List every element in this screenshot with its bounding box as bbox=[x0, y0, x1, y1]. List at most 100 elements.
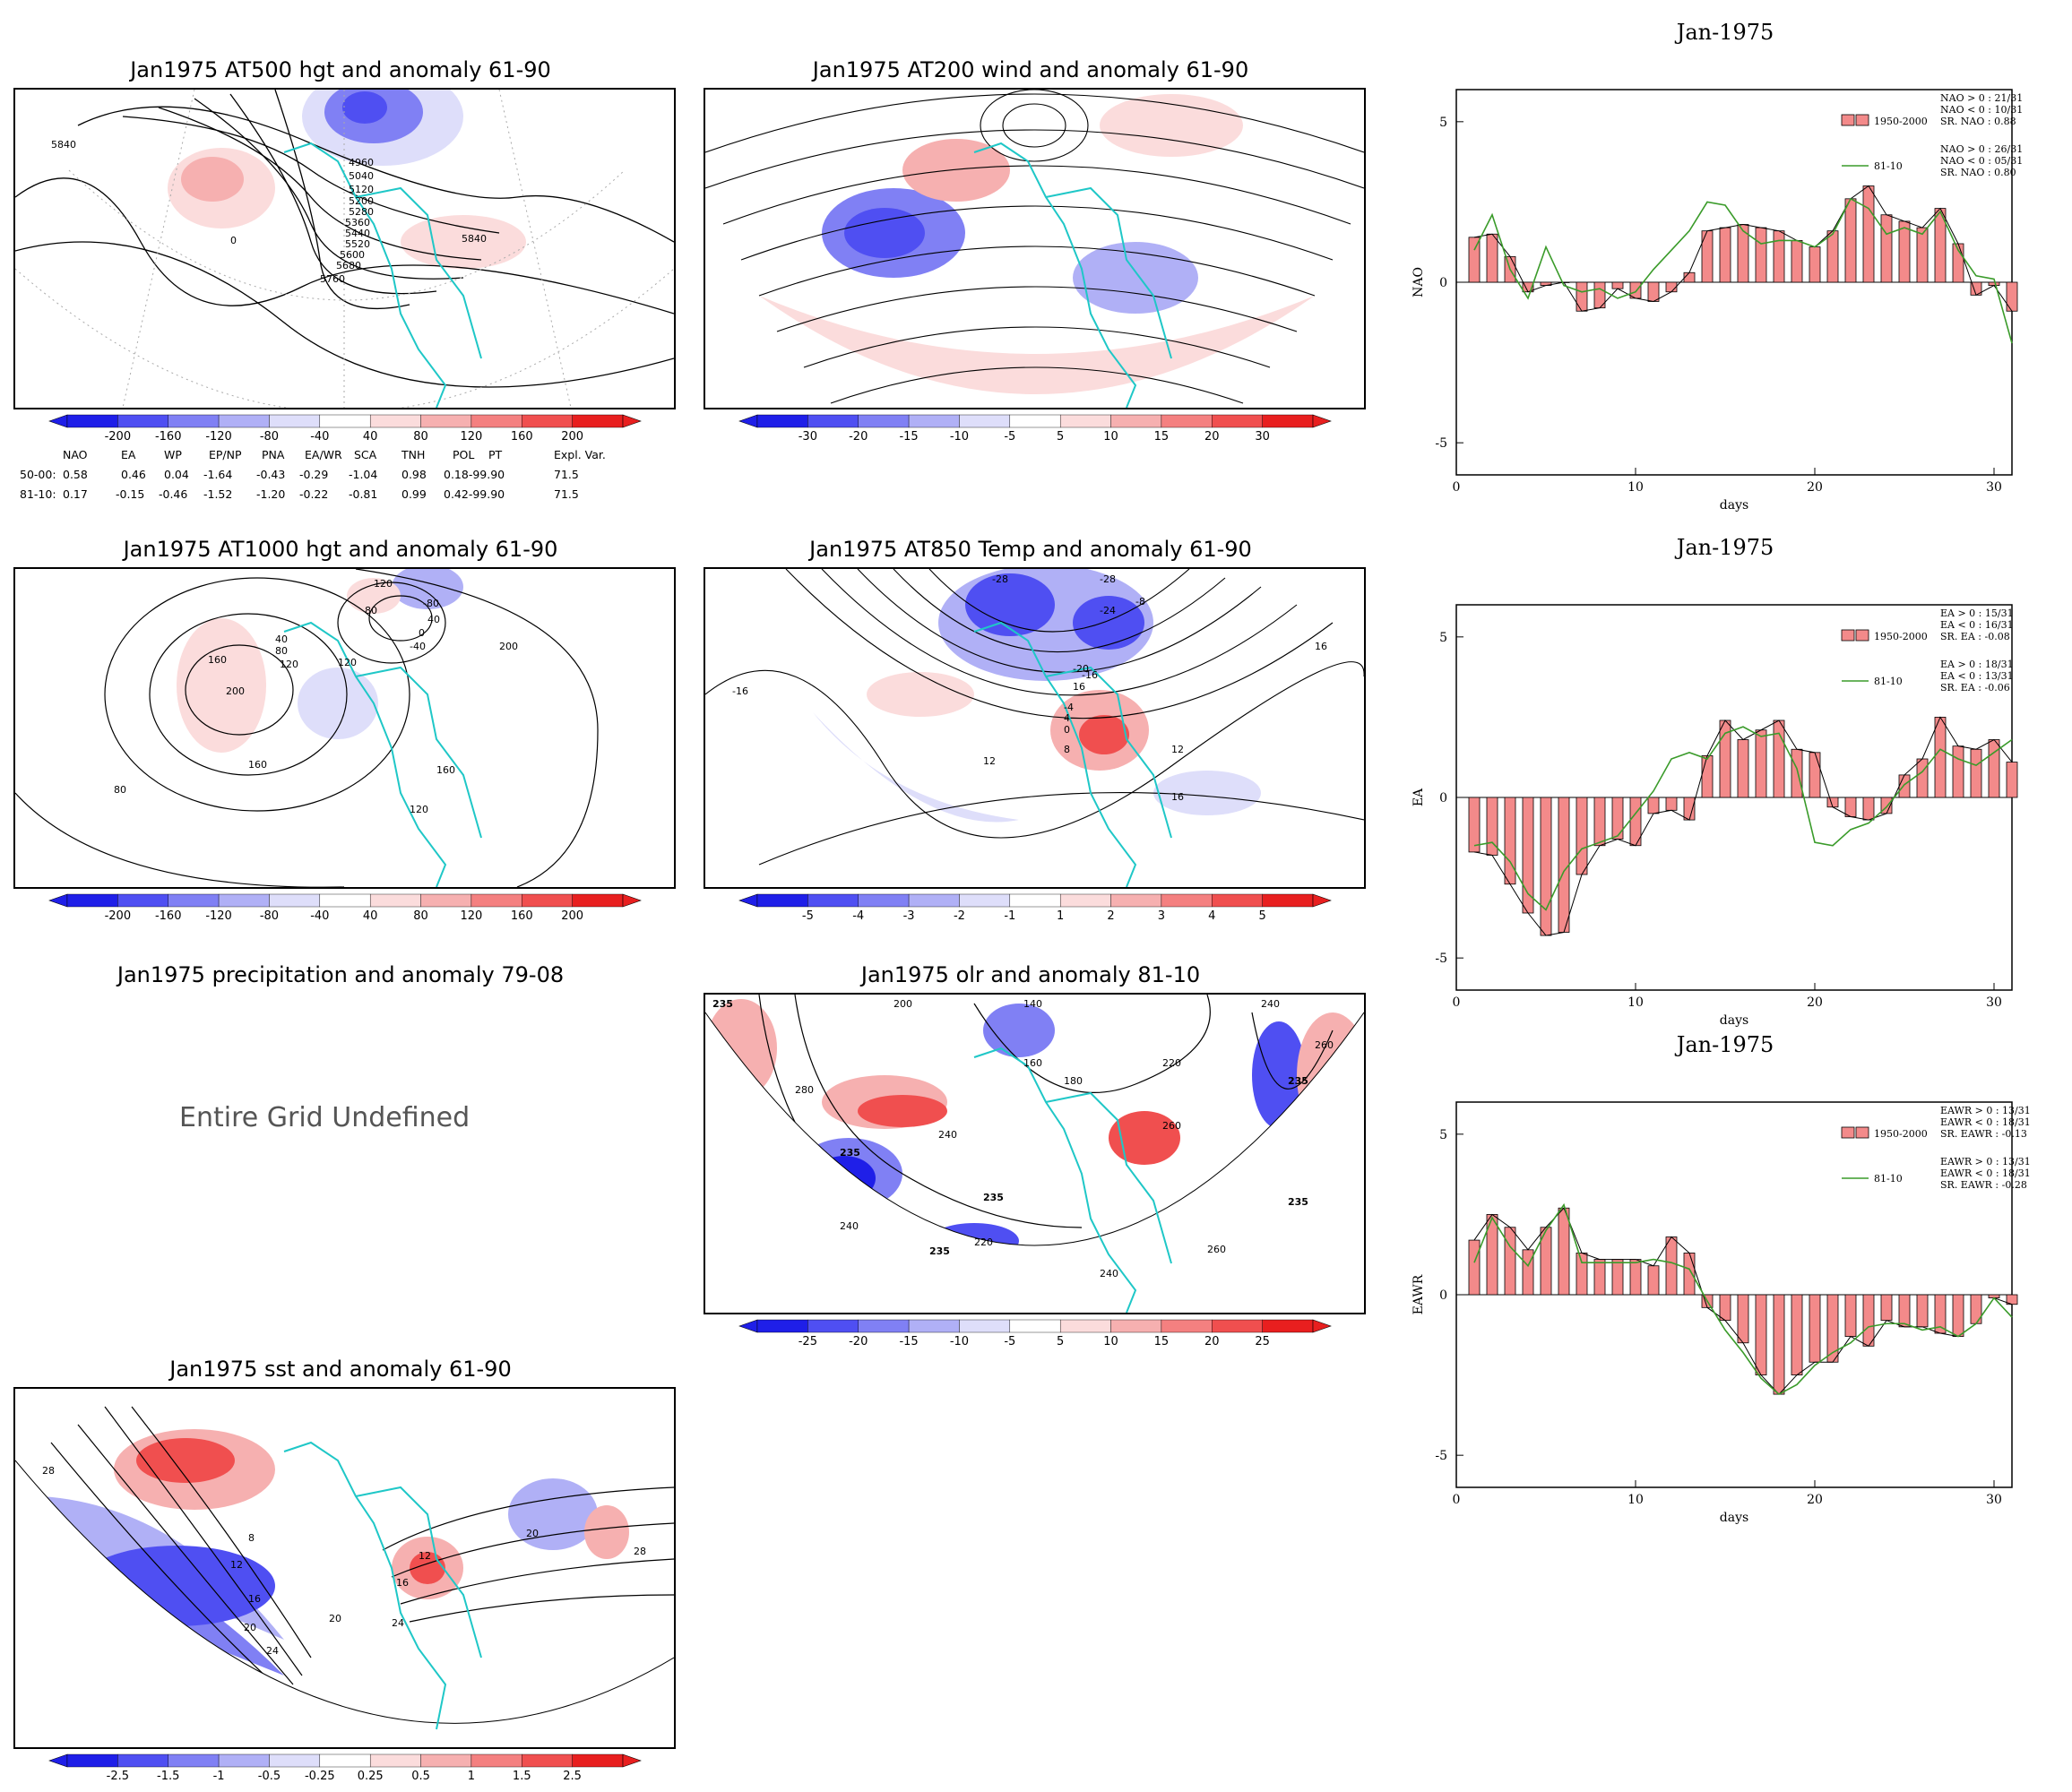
ts-title: Jan-1975 bbox=[1676, 535, 1774, 560]
bar bbox=[1809, 752, 1821, 798]
contour-label: 220 bbox=[1162, 1057, 1181, 1069]
x-tick-label: 0 bbox=[1453, 1493, 1461, 1507]
colorbar-label: 120 bbox=[460, 430, 482, 444]
colorbar-label: 5 bbox=[1258, 909, 1265, 923]
legend-stat: NAO < 0 : 10/31 bbox=[1940, 104, 2023, 116]
ts-title: Jan-1975 bbox=[1676, 1032, 1774, 1057]
series-line-81-10 bbox=[1473, 1202, 2013, 1396]
x-tick-label: 0 bbox=[1453, 995, 1461, 1010]
contour-label: 200 bbox=[226, 685, 245, 697]
colorbar-label: -200 bbox=[105, 909, 132, 923]
y-tick-label: 5 bbox=[1439, 631, 1447, 645]
colorbar-arrow bbox=[738, 414, 758, 428]
map-plot: 28 8 12 16 20 24 12 16 20 24 28 20 bbox=[13, 1387, 676, 1749]
contour-label: 5120 bbox=[349, 184, 374, 195]
colorbar-swatch bbox=[319, 414, 371, 428]
colorbar-label: -15 bbox=[899, 1335, 918, 1348]
bar bbox=[1844, 198, 1857, 283]
colorbar-label: 80 bbox=[413, 909, 428, 923]
colorbar-arrow bbox=[48, 893, 68, 908]
contour-label: 8 bbox=[248, 1532, 255, 1544]
bar bbox=[1558, 1207, 1570, 1296]
y-tick-label: -5 bbox=[1435, 1449, 1447, 1463]
contour-label: -28 bbox=[1100, 573, 1116, 585]
index-table-cell: 0.04 bbox=[164, 468, 189, 481]
ts-panel-eawr: Jan-1975 5 0 -5 0 10 20 30 EAWR days 1950-2000 81-… bbox=[1398, 1030, 2052, 1525]
contour-label: 160 bbox=[208, 654, 227, 666]
legend-swatch-bar bbox=[1841, 114, 1855, 126]
colorbar-swatch bbox=[1212, 1319, 1263, 1333]
contour-label: 5280 bbox=[349, 206, 374, 218]
ts-panel-ea: Jan-1975 5 0 -5 0 10 20 30 EA days 1950-2000 81-10… bbox=[1398, 533, 2052, 1028]
y-tick-label: 0 bbox=[1439, 276, 1447, 290]
contour-label: 120 bbox=[338, 657, 357, 668]
bar bbox=[1540, 797, 1552, 936]
colorbar-label: -2 bbox=[954, 909, 965, 923]
colorbar-swatch bbox=[471, 1753, 522, 1768]
colorbar-swatch bbox=[1110, 414, 1162, 428]
index-table-cell: -1.20 bbox=[256, 487, 286, 501]
contour-label: 260 bbox=[1162, 1120, 1181, 1132]
x-tick-label: 10 bbox=[1627, 480, 1644, 495]
contour-label: 280 bbox=[795, 1084, 814, 1096]
index-table: NAO EA WP EP/NP PNA EA/WR SCA TNH POL PT Expl. Var… bbox=[0, 448, 681, 511]
contour-label: 140 bbox=[1023, 998, 1042, 1010]
colorbar-swatch bbox=[908, 1319, 960, 1333]
colorbar-swatch bbox=[168, 414, 220, 428]
legend-label: 81-10 bbox=[1874, 1173, 1903, 1185]
colorbar-label: -120 bbox=[205, 430, 232, 444]
contour-label: 16 bbox=[396, 1577, 409, 1589]
colorbar: -25 -20 -15 -10 -5 5 10 15 20 25 bbox=[738, 1319, 1332, 1348]
contour-label: -24 bbox=[1100, 605, 1116, 616]
contour-label: 80 bbox=[365, 605, 377, 616]
colorbar-arrow bbox=[1312, 893, 1332, 908]
colorbar-label: -5 bbox=[802, 909, 814, 923]
anomaly-negative bbox=[1073, 596, 1144, 650]
index-table-header-cell: SCA bbox=[354, 448, 377, 461]
colorbar: -200 -160 -120 -80 -40 40 80 120 160 200 bbox=[48, 414, 642, 444]
colorbar-arrow bbox=[622, 1753, 642, 1768]
colorbar-label: 25 bbox=[1255, 1335, 1270, 1348]
colorbar-arrow bbox=[738, 1319, 758, 1333]
colorbar-swatch bbox=[959, 414, 1011, 428]
colorbar-label: -80 bbox=[260, 430, 279, 444]
colorbar: -200 -160 -120 -80 -40 40 80 120 160 200 bbox=[48, 893, 642, 923]
colorbar-arrow bbox=[1312, 1319, 1332, 1333]
contour-label: -16 bbox=[1082, 669, 1098, 681]
bar bbox=[1773, 1294, 1785, 1395]
contour-label: 160 bbox=[436, 764, 455, 776]
colorbar-label: -120 bbox=[205, 909, 232, 923]
y-axis-label: EA bbox=[1412, 788, 1426, 806]
colorbar-label: 3 bbox=[1158, 909, 1165, 923]
colorbar-swatch bbox=[1262, 414, 1314, 428]
bar bbox=[1593, 1259, 1606, 1296]
colorbar-label: 30 bbox=[1255, 430, 1270, 444]
anomaly-positive bbox=[902, 139, 1010, 202]
colorbar-svg: -5 -4 -3 -2 -1 1 2 3 4 5 bbox=[738, 893, 1332, 923]
contour-label: 4960 bbox=[349, 157, 374, 168]
map-plot: -28 -28 -24 -8 -20 16 -16 16 12 8 12 16 … bbox=[704, 567, 1366, 889]
colorbar-swatch bbox=[1161, 893, 1213, 908]
colorbar-swatch bbox=[420, 893, 472, 908]
ts-chart: 5 0 -5 0 10 20 30 EA days 1950-2000 81-10 EA > 0 : … bbox=[1412, 604, 2018, 1028]
legend-stat: SR. EAWR : -0.13 bbox=[1940, 1128, 2027, 1140]
legend-stat: EA > 0 : 15/31 bbox=[1940, 607, 2014, 619]
ts-panel-nao: Jan-1975 5 0 -5 0 10 20 30 NAO days 1950-2000 81-1… bbox=[1398, 18, 2052, 513]
bar bbox=[1755, 1294, 1767, 1375]
bar bbox=[1791, 748, 1803, 798]
contour-label: 120 bbox=[410, 804, 428, 815]
colorbar-arrow bbox=[48, 414, 68, 428]
bar bbox=[1504, 1227, 1516, 1296]
colorbar-label: 200 bbox=[561, 909, 583, 923]
index-table-cell: 0.18-99.90 bbox=[444, 468, 505, 481]
bar bbox=[1665, 281, 1678, 293]
colorbar-label: 20 bbox=[1204, 1335, 1220, 1348]
bar bbox=[1647, 281, 1660, 302]
contour-label: 235 bbox=[712, 998, 733, 1010]
bar bbox=[1791, 1294, 1803, 1375]
index-table-header-cell: TNH bbox=[401, 448, 426, 461]
anomaly-positive bbox=[1079, 715, 1129, 754]
bar bbox=[1844, 1294, 1857, 1337]
ts-chart: 5 0 -5 0 10 20 30 EAWR days 1950-2000 81-10 EAWR > … bbox=[1412, 1101, 2031, 1525]
colorbar-swatch bbox=[756, 414, 808, 428]
